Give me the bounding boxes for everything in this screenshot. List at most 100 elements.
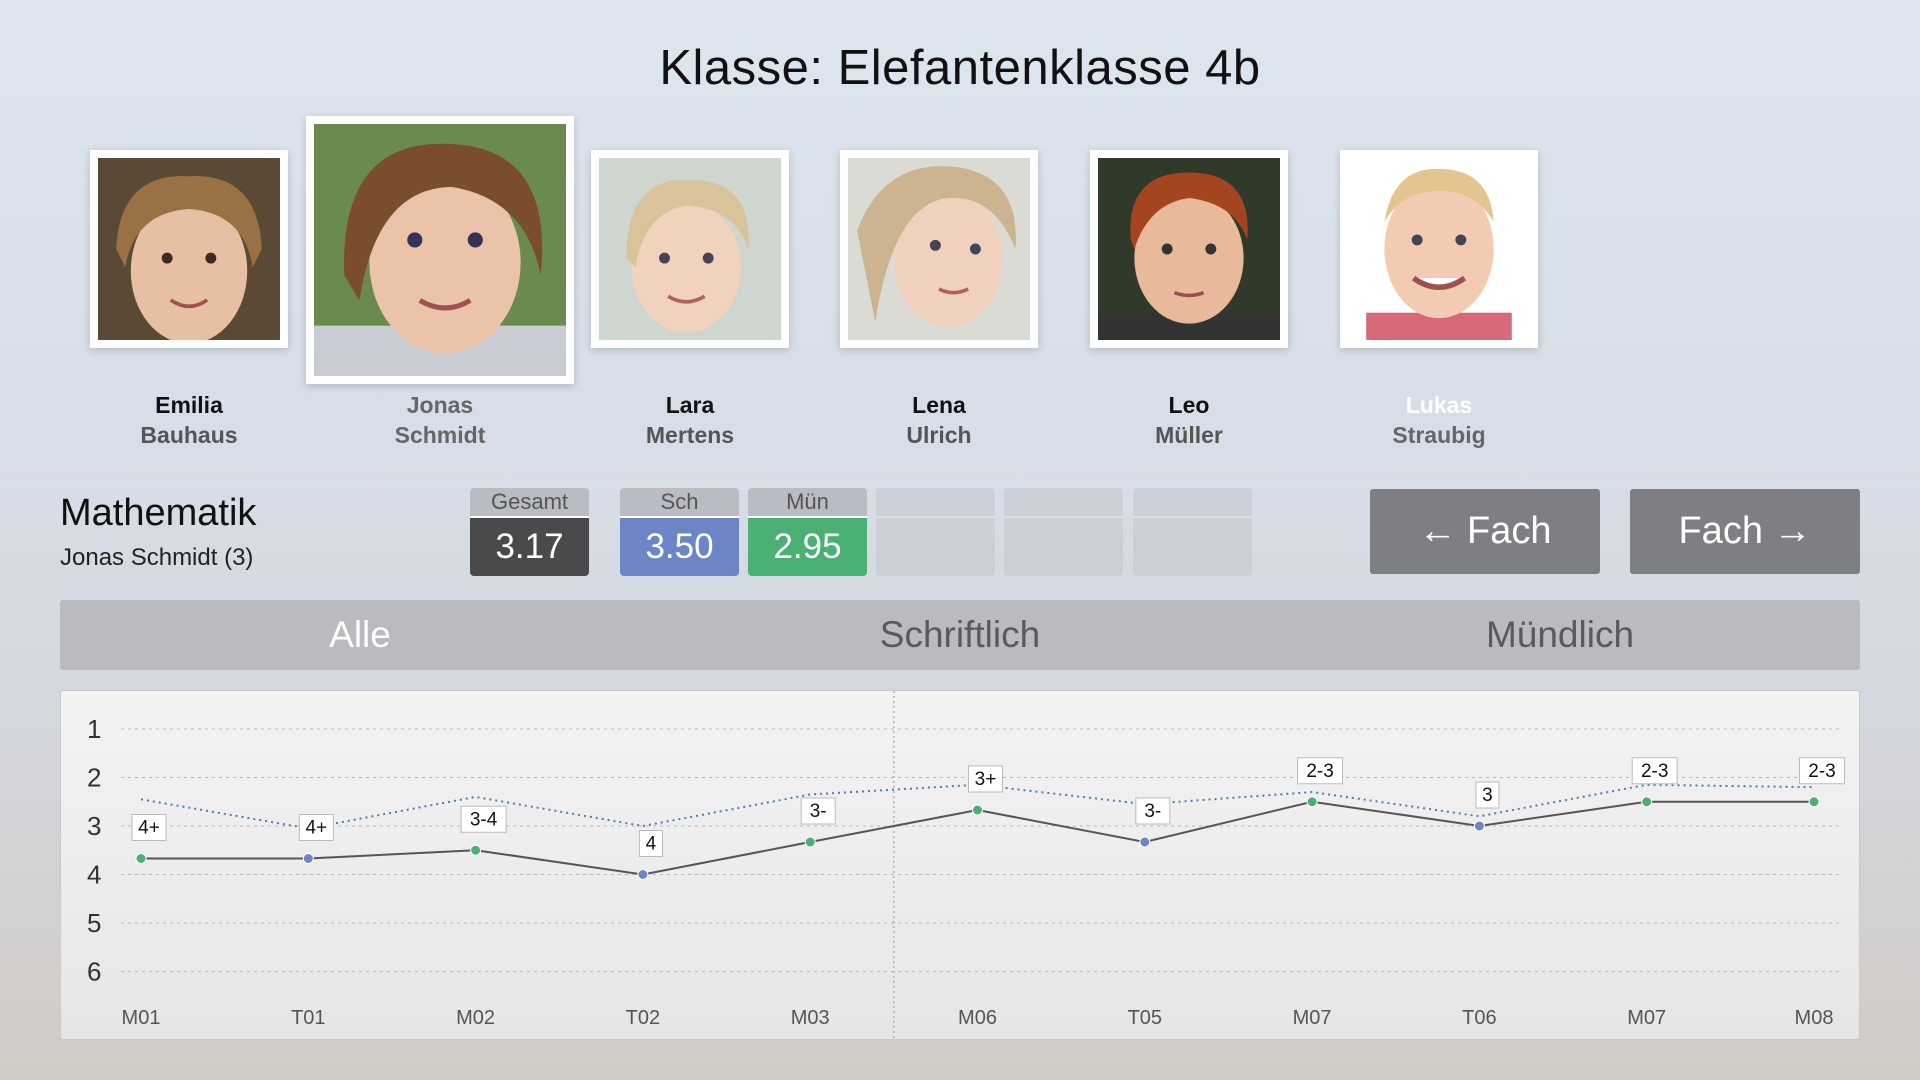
grade-label: 3+ — [975, 769, 997, 790]
student-photo-lara[interactable] — [591, 150, 789, 348]
student-name-jonas[interactable]: Jonas Schmidt — [310, 390, 570, 450]
grade-value: 3.17 — [470, 518, 589, 576]
student-photo-lena[interactable] — [840, 150, 1038, 348]
grade-label-box — [800, 797, 836, 825]
student-first-name: Lukas — [1405, 392, 1473, 418]
student-name-lukas[interactable]: Lukas Straubig — [1309, 390, 1569, 450]
student-first-name: Lara — [665, 392, 715, 418]
avatar — [1098, 158, 1280, 340]
y-tick-label: 6 — [87, 957, 101, 987]
y-tick-label: 2 — [87, 763, 101, 793]
grade-box-empty — [1133, 488, 1252, 576]
avatar — [314, 124, 566, 376]
student-last-name: Straubig — [1392, 422, 1486, 448]
grade-point — [1306, 796, 1318, 808]
x-tick-label: T01 — [291, 1007, 325, 1029]
grade-label-box — [1135, 797, 1171, 825]
grade-chart: 1 2 3 4 5 6 M01 T01 M02 T02 M03 M06 T05 M07 T06 M07 M08 4… — [60, 690, 1860, 1040]
grade-point — [637, 869, 649, 880]
grade-label: 4+ — [305, 817, 327, 838]
student-photo-lukas[interactable] — [1340, 150, 1538, 348]
x-tick-label: M01 — [122, 1007, 161, 1029]
grade-point — [302, 852, 314, 864]
grade-point — [1473, 820, 1485, 832]
x-tick-label: M06 — [958, 1007, 997, 1029]
grade-label-box — [298, 813, 334, 841]
student-first-name: Lena — [912, 392, 966, 418]
grade-label: 3 — [1482, 785, 1493, 806]
tab-schriftlich[interactable]: Schriftlich — [879, 614, 1041, 655]
grade-label-box — [638, 830, 663, 857]
y-tick-label: 4 — [87, 860, 101, 890]
grade-point — [972, 804, 983, 816]
grade-label-box — [1631, 757, 1678, 785]
student-photo-emilia[interactable] — [90, 150, 288, 348]
previous-subject-button[interactable]: ← Fach — [1370, 489, 1600, 574]
student-photo-leo[interactable] — [1090, 150, 1288, 348]
student-last-name: Schmidt — [394, 422, 486, 448]
student-first-name: Emilia — [155, 392, 223, 418]
x-tick-label: M03 — [791, 1007, 830, 1029]
grade-label: Mün — [748, 488, 867, 518]
grade-label-box — [1297, 757, 1344, 785]
x-tick-label: M07 — [1627, 1007, 1666, 1029]
student-photo-jonas[interactable] — [306, 116, 574, 384]
grade-point — [1641, 796, 1653, 808]
grade-label: Sch — [620, 488, 739, 518]
grade-point — [1808, 796, 1820, 808]
student-last-name: Mertens — [645, 422, 735, 448]
tab-muendlich[interactable]: Mündlich — [1485, 614, 1635, 655]
grade-chart-svg: 1 2 3 4 5 6 M01 T01 M02 T02 M03 M06 T05 M07 T06 M07 M08 4… — [87, 691, 1845, 1039]
student-name-emilia[interactable]: Emilia Bauhaus — [59, 390, 319, 450]
student-first-name: Leo — [1168, 392, 1210, 418]
subject-student-line: Jonas Schmidt (3) — [60, 544, 254, 571]
x-tick-label: T06 — [1462, 1007, 1496, 1029]
avatar — [1348, 158, 1530, 340]
student-first-name: Jonas — [406, 392, 474, 418]
grade-point — [1139, 836, 1151, 848]
avatar — [98, 158, 280, 340]
grade-label: 2-3 — [1641, 761, 1668, 782]
tab-alle[interactable]: Alle — [329, 614, 391, 655]
grade-point — [470, 844, 482, 856]
grade-box-empty — [1004, 488, 1123, 576]
grade-label-box — [1799, 757, 1845, 785]
x-tick-label: T05 — [1128, 1007, 1162, 1029]
student-last-name: Bauhaus — [140, 422, 238, 448]
grade-label: 2-3 — [1306, 761, 1333, 782]
grade-value: 3.50 — [620, 518, 739, 576]
x-tick-label: M07 — [1293, 1007, 1332, 1029]
next-subject-button[interactable]: Fach → — [1630, 489, 1860, 574]
filter-tabs: Alle Schriftlich Mündlich — [60, 600, 1860, 670]
grade-label-box — [460, 805, 507, 833]
grade-box-muen: Mün 2.95 — [748, 488, 867, 576]
grade-label-box — [968, 765, 1003, 793]
student-last-name: Ulrich — [906, 422, 972, 448]
y-tick-label: 1 — [87, 714, 101, 744]
grade-value: 2.95 — [748, 518, 867, 576]
student-name-lena[interactable]: Lena Ulrich — [809, 390, 1069, 450]
grade-label: 3- — [810, 801, 827, 822]
grade-box-gesamt: Gesamt 3.17 — [470, 488, 589, 576]
grade-label: Gesamt — [470, 488, 589, 518]
grade-label: 2-3 — [1808, 761, 1835, 782]
y-tick-label: 3 — [87, 811, 101, 841]
grade-point — [804, 836, 816, 848]
grade-label: 4 — [646, 834, 657, 855]
student-last-name: Müller — [1155, 422, 1223, 448]
student-name-leo[interactable]: Leo Müller — [1059, 390, 1319, 450]
page-title: Klasse: Elefantenklasse 4b — [659, 41, 1261, 95]
grade-box-sch: Sch 3.50 — [620, 488, 739, 576]
grade-label: 3-4 — [470, 809, 498, 830]
x-tick-label: M08 — [1795, 1007, 1834, 1029]
grade-label: 3- — [1144, 801, 1161, 822]
student-name-lara[interactable]: Lara Mertens — [560, 390, 820, 450]
grade-label-box — [1475, 781, 1500, 809]
grade-box-empty — [876, 488, 995, 576]
x-tick-label: M02 — [456, 1007, 495, 1029]
grade-point — [135, 852, 147, 864]
x-tick-label: T02 — [626, 1007, 660, 1029]
avatar — [848, 158, 1030, 340]
grade-label: 4+ — [138, 817, 160, 838]
y-tick-label: 5 — [87, 908, 101, 938]
